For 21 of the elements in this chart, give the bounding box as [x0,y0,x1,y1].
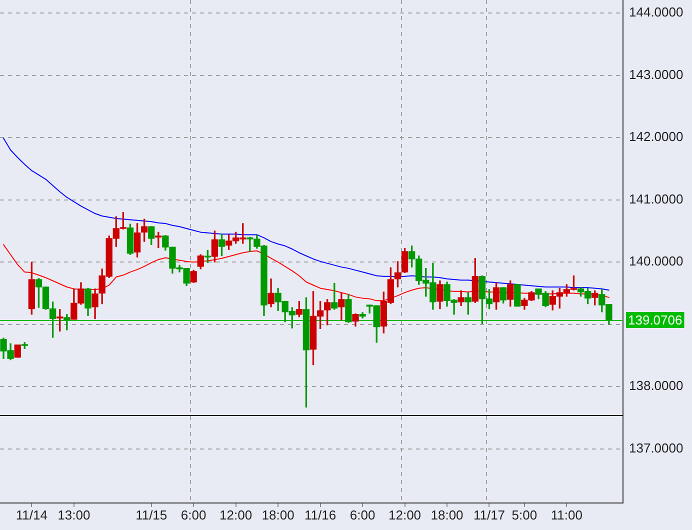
x-tick-label: 11:00 [550,507,582,522]
x-tick-label: 5:00 [512,507,538,522]
x-tick-label: 6:00 [350,507,376,522]
x-tick-label: 11/16 [304,507,336,522]
y-tick-label: 140.0000 [629,254,684,269]
x-tick-label: 11/14 [16,507,48,522]
x-tick-label: 12:00 [388,507,422,522]
y-tick-label: 141.0000 [629,191,684,206]
y-tick-label: 142.0000 [629,129,684,144]
x-tick-label: 11/15 [136,507,168,522]
x-tick-label: 6:00 [180,507,206,522]
x-tick-label: 18:00 [262,507,294,522]
x-tick-label: 18:00 [430,507,464,522]
x-tick-label: 12:00 [220,507,252,522]
y-tick-label: 143.0000 [629,66,684,82]
y-tick-label: 144.0000 [629,4,684,20]
y-tick-label: 138.0000 [629,378,684,394]
y-tick-label: 137.0000 [629,440,684,456]
ref-line-label: 139.0706 [628,312,682,328]
x-tick-label: 13:00 [58,507,90,522]
x-tick-label: 11/17 [473,507,506,522]
